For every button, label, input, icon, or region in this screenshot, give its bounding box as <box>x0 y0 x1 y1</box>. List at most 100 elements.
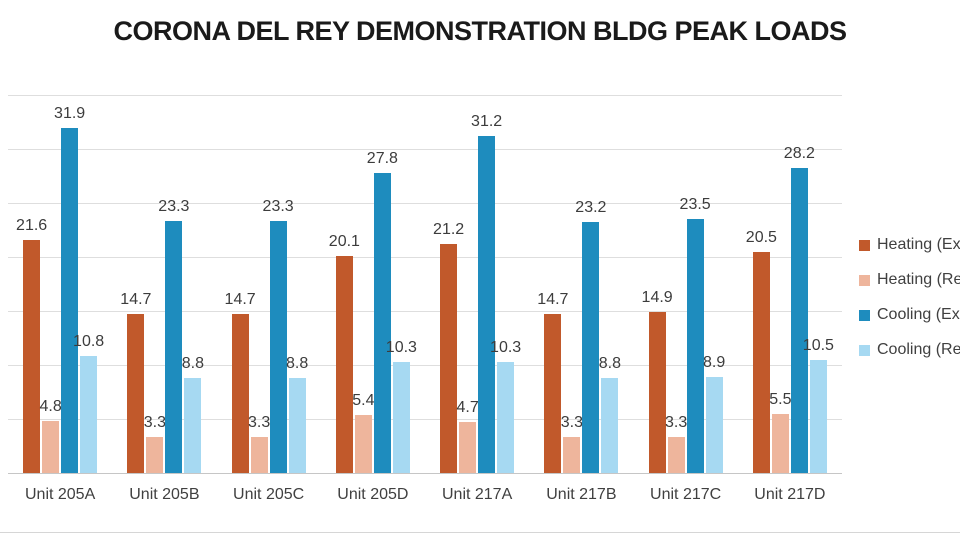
bar-cooling-ex-unit-217c: 23.5 <box>680 196 711 473</box>
bar-value-label: 23.5 <box>679 196 711 214</box>
legend-label: Heating (Ex <box>877 236 960 253</box>
bar-cooling-ex-unit-217d: 28.2 <box>784 145 815 473</box>
bar-value-label: 10.5 <box>802 336 834 354</box>
bar-heating-ex-unit-217a: 21.2 <box>433 221 464 473</box>
legend-marker-icon <box>859 309 870 321</box>
bar-heating-ex-unit-205c: 14.7 <box>225 291 256 473</box>
bar-cooling-ex-unit-205b: 23.3 <box>158 198 189 473</box>
bar-cooling-re-unit-217a: 10.3 <box>490 339 521 473</box>
bar-heating-re-unit-205c: 3.3 <box>248 414 270 473</box>
bottom-divider <box>0 532 960 533</box>
gridline <box>8 257 842 258</box>
bar-value-label: 8.8 <box>598 354 621 372</box>
bar-value-label: 10.8 <box>73 333 105 351</box>
bar-cooling-re-unit-217b: 8.8 <box>599 355 621 473</box>
bar-value-label: 3.3 <box>143 414 166 432</box>
bar-value-label: 21.6 <box>16 216 48 234</box>
bar-heating-ex-unit-217d: 20.5 <box>746 229 777 473</box>
bar-cooling-re-unit-217d: 10.5 <box>803 337 834 473</box>
bar-value-label: 8.9 <box>703 353 726 371</box>
legend-item-cooling-re: Cooling (Re <box>859 338 960 362</box>
bar-value-label: 10.3 <box>385 338 417 356</box>
x-axis-label-unit-217c: Unit 217C <box>650 486 722 503</box>
bar-group-unit-205b: 14.7 3.3 23.3 8.8 <box>112 95 216 473</box>
bar-cooling-ex-unit-217a: 31.2 <box>471 113 502 473</box>
bar-heating-re-unit-217b: 3.3 <box>561 414 583 473</box>
bar-heating-re-unit-217a: 4.7 <box>457 399 479 473</box>
bar-value-label: 31.9 <box>54 105 86 123</box>
bar-value-label: 14.9 <box>641 289 673 307</box>
legend-label: Heating (Re <box>877 271 960 288</box>
bar-cooling-re-unit-205d: 10.3 <box>386 339 417 473</box>
bar-value-label: 5.4 <box>352 391 375 409</box>
bar-heating-re-unit-217c: 3.3 <box>665 414 687 473</box>
legend-label: Cooling (Ex <box>877 306 960 323</box>
bar-heating-ex-unit-217b: 14.7 <box>537 291 568 473</box>
bar-value-label: 5.5 <box>769 390 792 408</box>
bar-value-label: 20.1 <box>328 232 360 250</box>
bar-cooling-re-unit-205a: 10.8 <box>73 333 104 473</box>
gridline <box>8 365 842 366</box>
bar-value-label: 14.7 <box>224 291 256 309</box>
bar-value-label: 27.8 <box>366 149 398 167</box>
bar-value-label: 31.2 <box>471 113 503 131</box>
bar-value-label: 8.8 <box>286 354 309 372</box>
bar-value-label: 23.3 <box>158 198 190 216</box>
gridline <box>8 311 842 312</box>
gridline <box>8 419 842 420</box>
bar-heating-ex-unit-205a: 21.6 <box>16 217 47 473</box>
gridline <box>8 149 842 150</box>
bar-group-unit-205a: 21.6 4.8 31.9 10.8 <box>8 95 112 473</box>
gridline <box>8 95 842 96</box>
legend-marker-icon <box>859 274 870 286</box>
bar-cooling-ex-unit-205c: 23.3 <box>263 198 294 473</box>
legend-item-heating-re: Heating (Re <box>859 268 960 292</box>
bar-heating-re-unit-205d: 5.4 <box>352 392 375 473</box>
legend-item-heating-ex: Heating (Ex <box>859 233 960 257</box>
bar-group-unit-217d: 20.5 5.5 28.2 10.5 <box>738 95 842 473</box>
legend-marker-icon <box>859 239 870 251</box>
bar-value-label: 3.3 <box>248 414 271 432</box>
legend: Heating (Ex Heating (Re Cooling (Ex Cooling… <box>859 233 960 373</box>
bar-value-label: 8.8 <box>181 354 204 372</box>
bar-heating-ex-unit-205b: 14.7 <box>120 291 151 473</box>
x-axis-label-unit-217b: Unit 217B <box>546 486 617 503</box>
bar-value-label: 23.3 <box>262 198 294 216</box>
bar-group-unit-217c: 14.9 3.3 23.5 8.9 <box>634 95 738 473</box>
legend-marker-icon <box>859 344 870 356</box>
bar-heating-ex-unit-205d: 20.1 <box>329 233 360 473</box>
bar-cooling-re-unit-205c: 8.8 <box>286 355 308 473</box>
plot-area: 21.6 4.8 31.9 10.8 14.7 3.3 23.3 8.8 14.7 3.3 23.3… <box>8 95 842 474</box>
bar-cooling-ex-unit-205a: 31.9 <box>54 105 85 473</box>
bar-value-label: 4.7 <box>456 399 479 417</box>
bar-group-unit-205d: 20.1 5.4 27.8 10.3 <box>321 95 425 473</box>
bar-value-label: 20.5 <box>745 228 777 246</box>
bar-cooling-re-unit-217c: 8.9 <box>703 354 725 473</box>
bar-heating-re-unit-205a: 4.8 <box>40 398 62 473</box>
bar-cooling-ex-unit-205d: 27.8 <box>367 150 398 473</box>
bar-cooling-re-unit-205b: 8.8 <box>182 355 204 473</box>
x-axis-line <box>8 473 842 474</box>
gridline <box>8 203 842 204</box>
bar-value-label: 10.3 <box>490 338 522 356</box>
x-axis-label-unit-217d: Unit 217D <box>754 486 826 503</box>
bar-value-label: 23.2 <box>575 199 607 217</box>
bar-value-label: 14.7 <box>537 291 569 309</box>
x-axis-label-unit-217a: Unit 217A <box>441 486 513 503</box>
bar-group-unit-217b: 14.7 3.3 23.2 8.8 <box>529 95 633 473</box>
chart-title: CORONA DEL REY DEMONSTRATION BLDG PEAK L… <box>113 16 847 46</box>
bar-value-label: 14.7 <box>120 291 152 309</box>
bar-value-label: 21.2 <box>433 221 465 239</box>
x-axis-label-unit-205b: Unit 205B <box>129 486 200 503</box>
bar-cooling-ex-unit-217b: 23.2 <box>575 199 606 473</box>
bar-heating-ex-unit-217c: 14.9 <box>642 289 673 473</box>
bar-heating-re-unit-217d: 5.5 <box>769 391 792 473</box>
x-axis-label-unit-205d: Unit 205D <box>337 486 409 503</box>
bar-heating-re-unit-205b: 3.3 <box>144 414 166 473</box>
bar-group-unit-217a: 21.2 4.7 31.2 10.3 <box>425 95 529 473</box>
bar-value-label: 3.3 <box>665 414 688 432</box>
bar-value-label: 28.2 <box>783 145 815 163</box>
x-axis-label-unit-205a: Unit 205A <box>24 486 96 503</box>
legend-label: Cooling (Re <box>877 341 960 358</box>
bar-value-label: 4.8 <box>39 398 62 416</box>
